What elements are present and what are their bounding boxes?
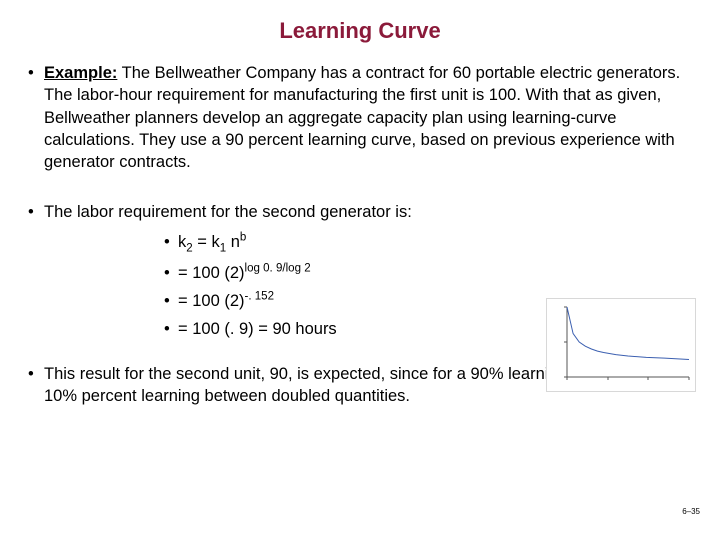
learning-curve-chart [546, 298, 696, 392]
example-block: Example: The Bellweather Company has a c… [28, 62, 692, 173]
calc-step: = 100 (2)log 0. 9/log 2 [164, 259, 692, 287]
example-label: Example: [44, 64, 117, 82]
example-text: The Bellweather Company has a contract f… [44, 64, 680, 171]
calc-intro: The labor requirement for the second gen… [44, 201, 692, 223]
slide-title: Learning Curve [28, 18, 692, 44]
calc-step: k2 = k1 nb [164, 228, 692, 259]
page-number: 6–35 [682, 507, 700, 516]
